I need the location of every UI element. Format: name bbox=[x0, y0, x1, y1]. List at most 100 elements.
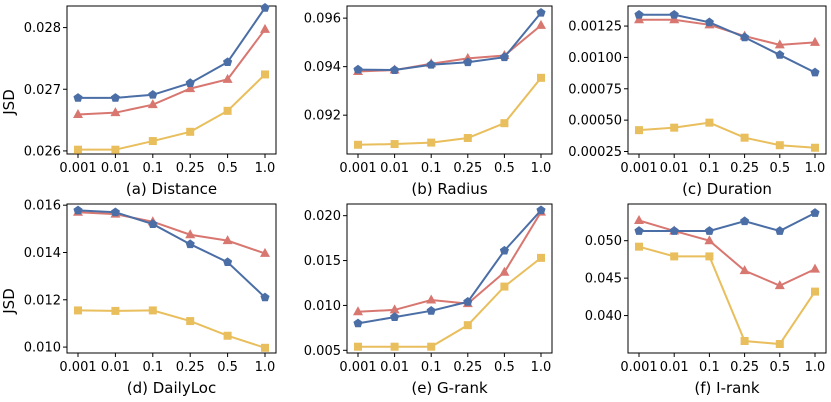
series_yellow-point bbox=[148, 137, 157, 146]
series_yellow-point bbox=[74, 306, 82, 315]
x-tick-label: 0.5 bbox=[217, 360, 238, 375]
series_red-point bbox=[222, 73, 233, 83]
subplot-2: 0.001 0.01 0.1 0.25 0.5 1.0 0.00025 0.00050 0.00… bbox=[568, 5, 827, 198]
series_red-point bbox=[185, 83, 196, 93]
series_yellow-line bbox=[357, 77, 542, 146]
x-tick-label: 0.1 bbox=[699, 161, 720, 176]
y-tick-label: 0.096 bbox=[304, 12, 341, 27]
y-tick-label: 0.027 bbox=[24, 83, 61, 98]
series_red-point bbox=[634, 14, 644, 24]
series_yellow-point bbox=[811, 287, 819, 296]
series_yellow-point bbox=[186, 317, 195, 326]
series_blue-point bbox=[634, 9, 644, 19]
plot-frame bbox=[627, 5, 827, 155]
series_blue-point bbox=[810, 208, 820, 217]
series_yellow-point bbox=[463, 321, 472, 330]
series_red-point bbox=[634, 214, 644, 224]
series_blue-group bbox=[353, 7, 546, 74]
y-tick-label: 0.00025 bbox=[568, 145, 622, 160]
y-axis-label-bottom: JSD bbox=[0, 288, 18, 315]
series_yellow-group bbox=[74, 306, 269, 352]
series_red-line bbox=[357, 211, 542, 313]
series_red-point bbox=[389, 304, 400, 314]
subplot-5: 0.001 0.01 0.1 0.25 0.5 1.0 0.040 0.045 0.050 (f)… bbox=[585, 203, 827, 397]
y-tick-label: 0.00100 bbox=[568, 51, 622, 66]
y-tick-label: 0.00075 bbox=[568, 82, 622, 97]
y-tick-label: 0.010 bbox=[304, 299, 341, 314]
series_blue-line bbox=[357, 12, 542, 72]
series_yellow-point bbox=[670, 252, 679, 261]
series_blue-point bbox=[704, 17, 714, 27]
series_red-point bbox=[669, 14, 680, 24]
series_red-line bbox=[639, 18, 816, 46]
y-tick-label: 0.092 bbox=[304, 109, 341, 124]
series_red-line bbox=[357, 24, 542, 73]
x-tick-label: 0.5 bbox=[769, 161, 790, 176]
x-tick-label: 1.0 bbox=[805, 161, 826, 176]
x-tick-label: 0.01 bbox=[101, 360, 130, 375]
y-tick-label: 0.014 bbox=[24, 246, 61, 261]
series_red-point bbox=[536, 19, 546, 29]
x-tick-label: 0.01 bbox=[101, 161, 130, 176]
y-tick-label: 0.026 bbox=[24, 144, 61, 159]
series_red-point bbox=[260, 23, 270, 33]
y-tick-label: 0.015 bbox=[304, 254, 341, 269]
y-tick-label: 0.005 bbox=[304, 344, 341, 359]
series_yellow-point bbox=[261, 343, 269, 352]
series_yellow-point bbox=[500, 119, 509, 128]
series_red-group bbox=[634, 14, 820, 49]
series_yellow-point bbox=[390, 342, 399, 351]
x-tick-label: 1.0 bbox=[805, 360, 826, 375]
series_blue-group bbox=[353, 205, 546, 328]
series_blue-point bbox=[634, 226, 644, 235]
series_yellow-group bbox=[354, 73, 545, 149]
series_red-group bbox=[73, 206, 270, 257]
series_red-point bbox=[774, 280, 785, 290]
series_blue-point bbox=[185, 239, 195, 249]
series_yellow-group bbox=[354, 253, 545, 351]
series_yellow-point bbox=[427, 138, 436, 147]
series_yellow-point bbox=[390, 140, 399, 149]
x-tick-label: 0.25 bbox=[730, 360, 759, 375]
x-tick-label: 0.1 bbox=[421, 360, 442, 375]
series_yellow-point bbox=[463, 133, 472, 142]
series_yellow-point bbox=[427, 342, 436, 351]
x-tick-label: 1.0 bbox=[255, 360, 276, 375]
y-tick-label: 0.094 bbox=[304, 60, 341, 75]
series_blue-line bbox=[639, 13, 816, 74]
series_yellow-point bbox=[223, 106, 232, 115]
y-tick-label: 0.00125 bbox=[568, 20, 622, 35]
series_blue-point bbox=[810, 67, 820, 77]
series_blue-point bbox=[426, 306, 436, 315]
x-tick-label: 1.0 bbox=[531, 360, 552, 375]
x-tick-label: 0.001 bbox=[59, 161, 96, 176]
series_yellow-point bbox=[74, 145, 82, 154]
series_red-line bbox=[77, 211, 266, 255]
series_blue-point bbox=[185, 78, 195, 87]
plot-frame bbox=[346, 203, 553, 354]
series_red-point bbox=[147, 99, 158, 109]
series_blue-point bbox=[390, 65, 400, 74]
series_yellow-point bbox=[537, 73, 545, 82]
y-tick-label: 0.016 bbox=[24, 199, 61, 214]
x-tick-label: 0.25 bbox=[176, 161, 205, 176]
series_yellow-line bbox=[638, 121, 816, 149]
series_blue-point bbox=[260, 292, 270, 302]
series_red-point bbox=[704, 235, 715, 245]
series_red-point bbox=[774, 39, 785, 49]
series_blue-group bbox=[73, 205, 270, 302]
x-tick-label: 0.001 bbox=[59, 360, 96, 375]
series_blue-point bbox=[740, 32, 750, 42]
x-tick-label: 0.25 bbox=[453, 161, 482, 176]
subplot-title: (d) DailyLoc bbox=[127, 379, 216, 397]
series_red-group bbox=[353, 19, 546, 76]
series_red-line bbox=[77, 28, 266, 116]
series_yellow-point bbox=[635, 242, 643, 251]
x-tick-label: 0.01 bbox=[380, 161, 409, 176]
subplot-4: 0.001 0.01 0.1 0.25 0.5 1.0 0.005 0.010 0.015 0.0… bbox=[304, 203, 553, 397]
series_blue-point bbox=[463, 297, 473, 306]
series_blue-point bbox=[499, 245, 509, 255]
series_red-point bbox=[426, 294, 437, 304]
series_yellow-point bbox=[775, 141, 784, 150]
x-tick-label: 1.0 bbox=[255, 161, 276, 176]
